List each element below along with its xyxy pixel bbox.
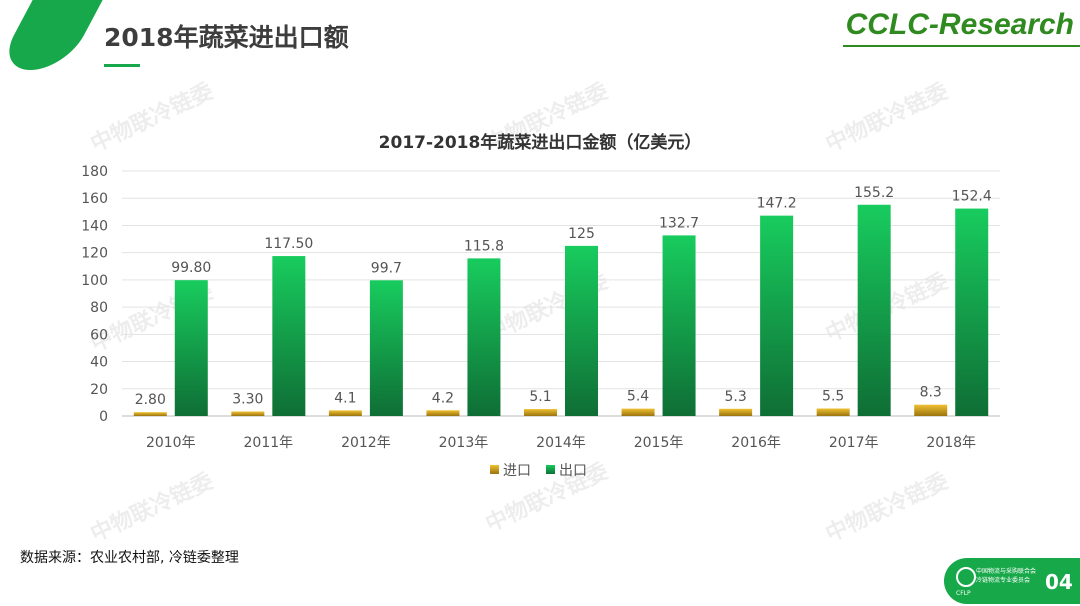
page-number: 04	[1045, 570, 1073, 594]
data-label: 117.50	[264, 236, 313, 252]
x-tick-label: 2014年	[536, 435, 586, 451]
export-bar	[565, 245, 598, 416]
data-label: 125	[568, 226, 595, 242]
chart-title: 2017-2018年蔬菜进出口金额（亿美元）	[378, 133, 702, 153]
data-label: 8.3	[920, 385, 942, 401]
export-bar	[662, 235, 696, 416]
data-label: 5.5	[822, 389, 844, 405]
footer-badge: 中国物流与采购联合会 冷链物流专业委员会 CFLP 04	[944, 558, 1080, 604]
logo-text: CFLP	[956, 590, 971, 597]
data-label: 99.7	[371, 260, 402, 276]
x-tick-label: 2011年	[244, 435, 294, 451]
import-bar	[231, 411, 265, 416]
data-label: 99.80	[171, 260, 211, 276]
x-tick-label: 2018年	[926, 435, 976, 451]
legend-label: 进口	[503, 463, 531, 479]
y-tick-label: 0	[99, 409, 108, 425]
import-bar	[426, 410, 460, 416]
y-tick-label: 100	[81, 273, 108, 289]
import-bar	[524, 409, 557, 416]
data-label: 155.2	[854, 185, 894, 201]
export-bar	[272, 256, 306, 416]
data-label: 147.2	[757, 196, 797, 212]
legend-label: 出口	[559, 463, 587, 479]
import-bar	[719, 408, 753, 416]
data-label: 4.1	[334, 390, 356, 406]
data-label: 3.30	[232, 392, 263, 408]
data-label: 5.3	[724, 389, 746, 405]
data-label: 152.4	[952, 189, 992, 205]
data-label: 132.7	[659, 215, 699, 231]
export-bar	[857, 204, 891, 416]
data-label: 5.4	[627, 389, 649, 405]
brand-logo: CCLC-Research	[845, 8, 1074, 41]
export-bar	[174, 280, 208, 416]
legend-swatch	[490, 465, 499, 474]
title-underline	[104, 64, 140, 67]
import-bar	[328, 410, 362, 416]
x-tick-label: 2013年	[439, 435, 489, 451]
y-tick-label: 60	[90, 327, 108, 343]
y-tick-label: 80	[90, 300, 108, 316]
import-bar	[133, 412, 167, 416]
data-label: 4.2	[432, 390, 454, 406]
import-bar	[914, 404, 948, 416]
cflp-logo-icon	[956, 567, 976, 587]
org-name-1: 中国物流与采购联合会	[976, 568, 1037, 575]
data-label: 115.8	[464, 238, 504, 254]
y-tick-label: 140	[81, 218, 108, 234]
export-bar	[369, 280, 403, 416]
export-bar	[467, 258, 501, 416]
export-bar	[760, 215, 794, 416]
x-tick-label: 2016年	[731, 435, 781, 451]
export-bar	[955, 208, 989, 416]
page-title: 2018年蔬菜进出口额	[104, 23, 349, 52]
brand-underline	[843, 45, 1080, 47]
legend-swatch	[546, 465, 555, 474]
y-tick-label: 40	[90, 355, 108, 371]
data-source: 数据来源：农业农村部, 冷链委整理	[20, 550, 239, 566]
y-tick-label: 20	[90, 382, 108, 398]
x-tick-label: 2015年	[634, 435, 684, 451]
x-tick-label: 2017年	[829, 435, 879, 451]
y-tick-label: 120	[81, 246, 108, 262]
x-tick-label: 2010年	[146, 435, 196, 451]
org-name-2: 冷链物流专业委员会	[976, 577, 1031, 584]
data-label: 2.80	[135, 392, 166, 408]
import-bar	[621, 408, 655, 416]
import-bar	[816, 408, 850, 416]
x-tick-label: 2012年	[341, 435, 391, 451]
data-label: 5.1	[529, 389, 551, 405]
y-tick-label: 160	[81, 191, 108, 207]
y-tick-label: 180	[81, 164, 108, 180]
